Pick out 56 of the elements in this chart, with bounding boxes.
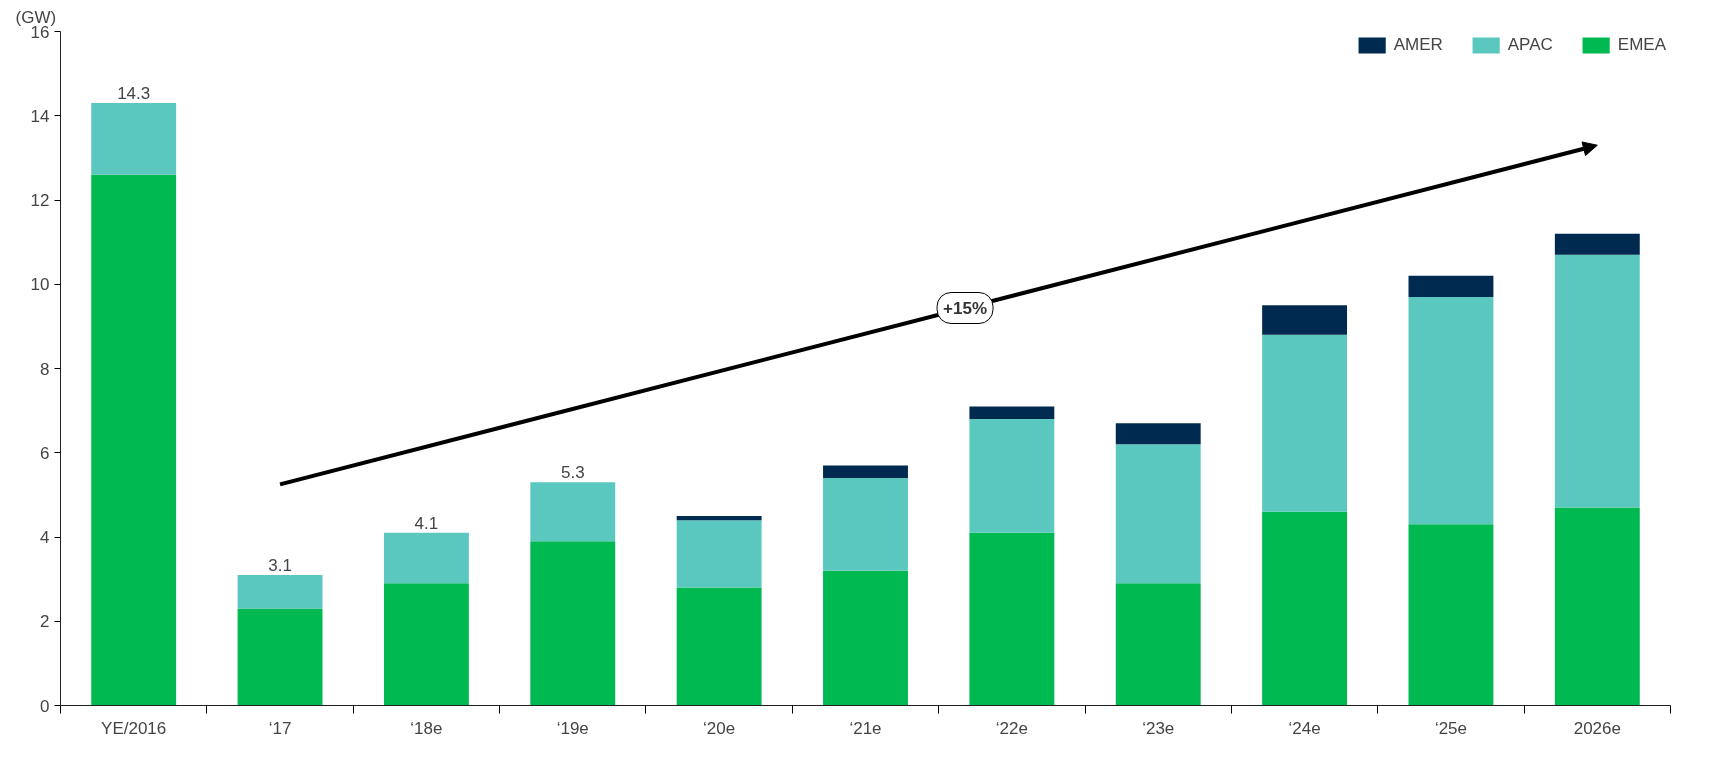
bar [1115, 583, 1201, 706]
bar [1408, 296, 1494, 525]
bar [676, 515, 762, 521]
y-tick-label: 2 [40, 612, 50, 632]
bar [1115, 423, 1201, 445]
x-tick-label: ‘24e [1288, 718, 1321, 738]
x-tick-label: ‘25e [1434, 718, 1468, 738]
bar [1554, 233, 1640, 255]
legend-label: EMEA [1617, 35, 1666, 55]
x-tick-label: ‘18e [410, 718, 443, 738]
x-tick-label: ‘19e [556, 718, 589, 738]
bar [91, 103, 177, 175]
y-tick-label: 6 [40, 443, 50, 463]
legend-label: APAC [1507, 35, 1553, 55]
x-tick-label: ‘22e [995, 718, 1028, 738]
legend-label: AMER [1393, 35, 1443, 55]
bar [383, 532, 469, 584]
bar [1408, 524, 1494, 706]
total-label: 5.3 [560, 463, 585, 483]
bar [1115, 444, 1201, 584]
y-tick-label: 14 [30, 106, 50, 126]
y-tick-label: 4 [40, 528, 50, 547]
total-label: 4.1 [414, 513, 439, 533]
bar [823, 570, 908, 706]
y-tick-label: 10 [30, 275, 50, 295]
bar [383, 583, 469, 706]
bar [1262, 305, 1348, 335]
bar [969, 406, 1055, 420]
y-tick-label: 8 [40, 359, 50, 379]
bar [823, 478, 908, 571]
annotation: +15% [943, 298, 987, 318]
x-tick-label: 2026e [1573, 718, 1621, 738]
y-tick-label: 0 [40, 696, 50, 716]
x-tick-label: ‘23e [1142, 718, 1175, 738]
x-tick-label: YE/2016 [101, 718, 167, 738]
total-label: 14.3 [117, 84, 151, 104]
bar [1554, 254, 1640, 508]
bar [1408, 275, 1494, 297]
bar [530, 541, 616, 706]
bar [676, 520, 762, 588]
bar [1262, 334, 1348, 512]
x-tick-label: ‘17 [268, 718, 292, 738]
bar [530, 482, 616, 542]
bar [969, 419, 1055, 533]
y-tick-label: 12 [30, 191, 50, 210]
bar [676, 587, 762, 706]
bar [1262, 511, 1348, 706]
bar [237, 608, 323, 706]
bar [91, 174, 177, 706]
bar [969, 532, 1055, 706]
total-label: 3.1 [268, 555, 292, 575]
bar [1554, 507, 1640, 706]
bar [237, 574, 323, 609]
bar [823, 465, 908, 479]
x-tick-label: ‘20e [703, 718, 736, 738]
x-tick-label: ‘21e [849, 718, 882, 738]
